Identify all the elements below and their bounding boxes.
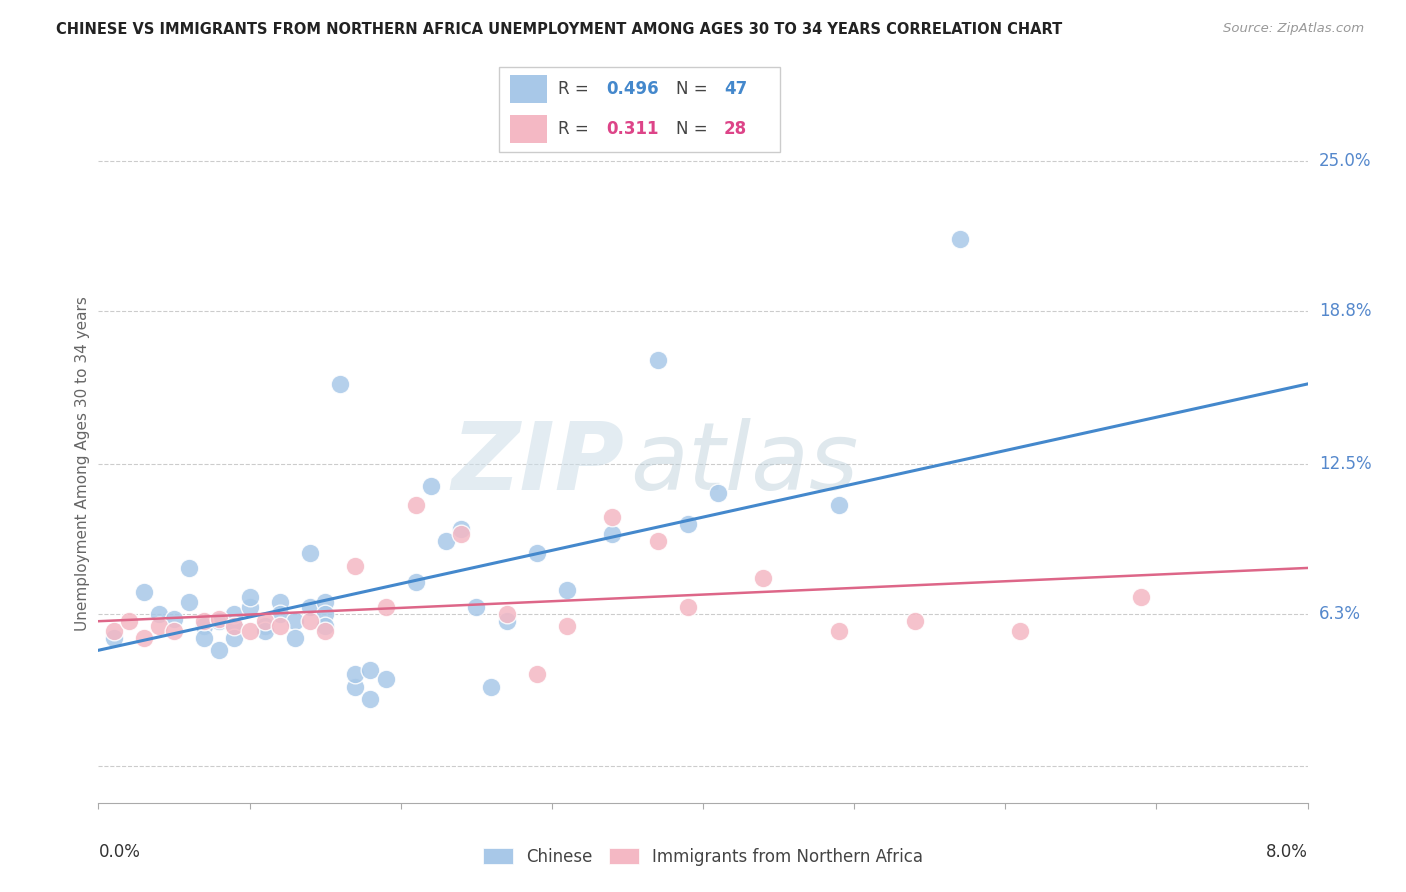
Point xyxy=(344,680,367,694)
Point xyxy=(163,624,186,638)
Y-axis label: Unemployment Among Ages 30 to 34 years: Unemployment Among Ages 30 to 34 years xyxy=(75,296,90,632)
Text: 6.3%: 6.3% xyxy=(1319,605,1361,623)
Point xyxy=(284,614,307,628)
FancyBboxPatch shape xyxy=(510,76,547,103)
Text: 12.5%: 12.5% xyxy=(1319,455,1371,473)
Point xyxy=(359,663,381,677)
Point xyxy=(329,376,352,391)
Point xyxy=(752,571,775,585)
Point xyxy=(949,232,972,246)
Point xyxy=(526,546,548,560)
Text: atlas: atlas xyxy=(630,418,859,509)
Text: ZIP: ZIP xyxy=(451,417,624,510)
Point xyxy=(828,498,851,512)
Point xyxy=(526,667,548,681)
Point xyxy=(405,498,427,512)
Point xyxy=(647,534,669,549)
Point xyxy=(284,631,307,645)
Point xyxy=(269,607,291,621)
Point xyxy=(299,599,322,614)
Point xyxy=(676,517,699,532)
FancyBboxPatch shape xyxy=(499,67,780,152)
Point xyxy=(344,558,367,573)
Point xyxy=(314,595,336,609)
Point xyxy=(179,561,201,575)
Text: 25.0%: 25.0% xyxy=(1319,153,1371,170)
Text: 0.496: 0.496 xyxy=(606,80,658,98)
Text: CHINESE VS IMMIGRANTS FROM NORTHERN AFRICA UNEMPLOYMENT AMONG AGES 30 TO 34 YEAR: CHINESE VS IMMIGRANTS FROM NORTHERN AFRI… xyxy=(56,22,1063,37)
Point xyxy=(179,595,201,609)
Point xyxy=(208,643,231,657)
Point xyxy=(602,527,624,541)
Point xyxy=(1130,590,1153,604)
Point xyxy=(676,599,699,614)
Point xyxy=(314,624,336,638)
Point xyxy=(1010,624,1032,638)
Point xyxy=(647,352,669,367)
Text: 18.8%: 18.8% xyxy=(1319,302,1371,320)
Point xyxy=(163,612,186,626)
Text: 28: 28 xyxy=(724,120,747,137)
Text: 0.0%: 0.0% xyxy=(98,844,141,862)
Point xyxy=(253,624,276,638)
Point xyxy=(495,614,517,628)
Point xyxy=(479,680,503,694)
Point xyxy=(239,599,262,614)
Point xyxy=(103,624,125,638)
Point xyxy=(555,582,578,597)
Text: Source: ZipAtlas.com: Source: ZipAtlas.com xyxy=(1223,22,1364,36)
Point xyxy=(239,624,262,638)
Point xyxy=(555,619,578,633)
Point xyxy=(269,595,291,609)
Point xyxy=(193,614,215,628)
Text: R =: R = xyxy=(558,80,595,98)
Point xyxy=(299,546,322,560)
Text: R =: R = xyxy=(558,120,599,137)
Point xyxy=(405,575,427,590)
Point xyxy=(224,607,246,621)
Point xyxy=(434,534,457,549)
Point xyxy=(602,510,624,524)
Point xyxy=(495,607,517,621)
Point xyxy=(239,590,262,604)
Point xyxy=(269,619,291,633)
Point xyxy=(465,599,488,614)
Point xyxy=(374,673,396,687)
Text: 47: 47 xyxy=(724,80,748,98)
Point xyxy=(828,624,851,638)
Text: 0.311: 0.311 xyxy=(606,120,658,137)
Point xyxy=(193,631,215,645)
Point xyxy=(224,631,246,645)
Point xyxy=(224,619,246,633)
Point xyxy=(103,631,125,645)
Text: 8.0%: 8.0% xyxy=(1265,844,1308,862)
Legend: Chinese, Immigrants from Northern Africa: Chinese, Immigrants from Northern Africa xyxy=(477,841,929,872)
Text: N =: N = xyxy=(676,120,713,137)
Point xyxy=(299,614,322,628)
Point xyxy=(344,667,367,681)
Point xyxy=(450,527,472,541)
Point xyxy=(224,619,246,633)
Point xyxy=(208,612,231,626)
Point xyxy=(118,614,141,628)
Point xyxy=(193,619,215,633)
Point xyxy=(419,478,441,492)
Text: N =: N = xyxy=(676,80,713,98)
Point xyxy=(314,607,336,621)
Point xyxy=(132,585,155,599)
Point xyxy=(359,691,381,706)
Point xyxy=(253,614,276,628)
Point xyxy=(374,599,396,614)
Point xyxy=(132,631,155,645)
Point xyxy=(208,614,231,628)
Point xyxy=(314,619,336,633)
Point xyxy=(450,522,472,536)
Point xyxy=(903,614,925,628)
Point xyxy=(148,607,170,621)
Point xyxy=(253,619,276,633)
Point xyxy=(707,486,730,500)
Point xyxy=(148,619,170,633)
FancyBboxPatch shape xyxy=(510,115,547,143)
